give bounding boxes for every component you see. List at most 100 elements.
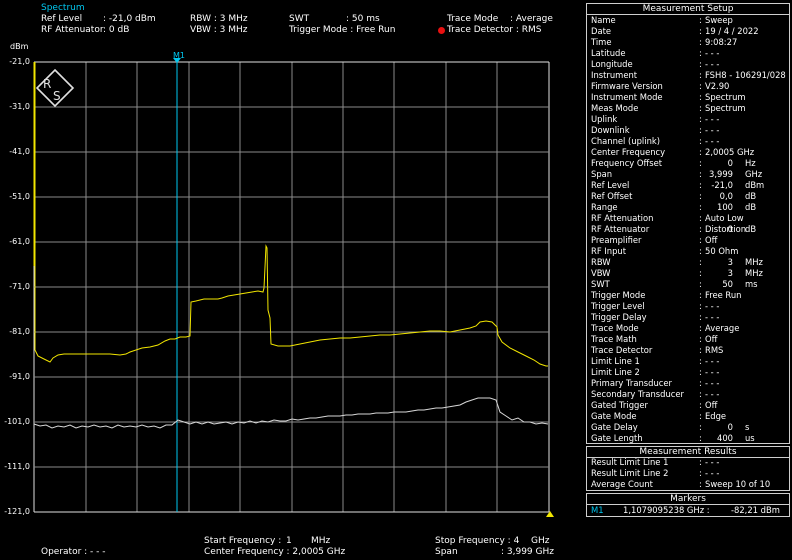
setup-row-colon: : xyxy=(699,26,702,36)
setup-row: Gate Delay: 0 s xyxy=(591,422,787,433)
setup-row-name: Preamplifier xyxy=(591,235,642,245)
setup-row-number: 3 xyxy=(727,268,733,278)
setup-row-value: Off xyxy=(705,235,718,245)
setup-row-colon: : xyxy=(699,389,702,399)
marker-frequency: 1,1079095238 GHz : xyxy=(623,505,710,515)
trace-average-yellow xyxy=(33,61,548,367)
y-tick-label: -111,0 xyxy=(4,462,30,471)
setup-row-colon: : xyxy=(699,323,702,333)
setup-row-number: 400 xyxy=(717,433,733,443)
setup-row-name: Secondary Transducer xyxy=(591,389,684,399)
setup-row-name: Ref Offset xyxy=(591,191,633,201)
marker-name: M1 xyxy=(591,505,604,515)
setup-row-name: RF Attenuation xyxy=(591,213,654,223)
setup-row: Ref Level: -21,0 dBm xyxy=(591,180,787,191)
setup-row: Channel (uplink): - - - xyxy=(591,136,787,147)
ref-level-label: Ref Level xyxy=(41,14,83,24)
setup-row-colon: : xyxy=(699,400,702,410)
setup-row: Ref Offset: 0,0 dB xyxy=(591,191,787,202)
stop-frequency-unit: GHz xyxy=(531,536,550,546)
setup-row-colon: : xyxy=(699,125,702,135)
setup-row-value: Spectrum xyxy=(705,92,746,102)
setup-row: Trace Mode: Average xyxy=(591,323,787,334)
vbw-readout: VBW : 3 MHz xyxy=(190,25,248,35)
setup-row-unit: dB xyxy=(745,224,757,234)
setup-row-number: 0 xyxy=(727,158,733,168)
setup-row-name: Gate Length xyxy=(591,433,643,443)
setup-row: Trace Math: Off xyxy=(591,334,787,345)
setup-row-value: FSH8 - 106291/028 xyxy=(705,70,786,80)
setup-row-name: Gated Trigger xyxy=(591,400,648,410)
rohde-schwarz-logo-icon: R S xyxy=(35,68,75,108)
setup-row-value: - - - xyxy=(705,48,720,58)
setup-row: Name: Sweep xyxy=(591,15,787,26)
setup-row-colon: : xyxy=(699,103,702,113)
setup-row-colon: : xyxy=(699,422,702,432)
setup-row-name: RF Input xyxy=(591,246,626,256)
setup-row-unit: MHz xyxy=(745,257,763,267)
setup-row-name: Trace Mode xyxy=(591,323,639,333)
setup-row: Time:9:08:27 xyxy=(591,37,787,48)
measurement-results-title: Measurement Results xyxy=(587,447,789,458)
marker-m1-label: M1 xyxy=(173,51,185,60)
setup-row-value: - - - xyxy=(705,59,720,69)
setup-row-unit: us xyxy=(745,433,755,443)
setup-row-colon: : xyxy=(699,114,702,124)
setup-row-number: 0,0 xyxy=(719,191,733,201)
setup-row-name: Frequency Offset xyxy=(591,158,663,168)
setup-row-value: - - - xyxy=(705,312,720,322)
setup-row: RF Input:50 Ohm xyxy=(591,246,787,257)
setup-row-colon: : xyxy=(699,257,702,267)
setup-row-value: - - - xyxy=(705,468,720,478)
setup-row-name: Gate Mode xyxy=(591,411,637,421)
setup-row-unit: s xyxy=(745,422,750,432)
setup-row-value: Spectrum xyxy=(705,103,746,113)
setup-row: RBW: 3 MHz xyxy=(591,257,787,268)
setup-row-name: Ref Level xyxy=(591,180,630,190)
setup-row-name: Channel (uplink) xyxy=(591,136,661,146)
setup-row: Result Limit Line 1:- - - xyxy=(591,457,787,468)
setup-row-name: Result Limit Line 1 xyxy=(591,457,669,467)
setup-row: Primary Transducer: - - - xyxy=(591,378,787,389)
setup-row-number: -21,0 xyxy=(711,180,733,190)
setup-row: Preamplifier: Off xyxy=(591,235,787,246)
marker-row-m1[interactable]: M1 1,1079095238 GHz : -82,21 dBm xyxy=(591,505,787,516)
y-tick-label: -61,0 xyxy=(9,237,30,246)
setup-row: Longitude: - - - xyxy=(591,59,787,70)
setup-row-colon: : xyxy=(699,301,702,311)
swt-value: : 50 ms xyxy=(346,14,380,24)
setup-row-number: 0 xyxy=(727,224,733,234)
setup-row-colon: : xyxy=(699,290,702,300)
spectrum-plot[interactable]: R S M1 xyxy=(0,0,584,530)
setup-row-colon: : xyxy=(699,268,702,278)
setup-row-colon: : xyxy=(699,356,702,366)
setup-row-value: - - - xyxy=(705,367,720,377)
ref-level-value: : -21,0 dBm xyxy=(103,14,156,24)
setup-row-name: RBW xyxy=(591,257,611,267)
setup-row-value: Sweep xyxy=(705,15,733,25)
y-tick-label: -51,0 xyxy=(9,192,30,201)
setup-row-name: Date xyxy=(591,26,612,36)
setup-row-number: 0 xyxy=(727,422,733,432)
y-tick-label: -101,0 xyxy=(4,417,30,426)
setup-row: Trigger Mode: Free Run xyxy=(591,290,787,301)
setup-row-name: Limit Line 2 xyxy=(591,367,640,377)
trace-mode-label: Trace Mode xyxy=(447,14,499,24)
setup-row-colon: : xyxy=(699,224,702,234)
marker-m1-triangle-icon[interactable] xyxy=(173,58,181,63)
setup-row-colon: : xyxy=(699,411,702,421)
setup-row: Limit Line 2:- - - xyxy=(591,367,787,378)
measurement-results-panel: Measurement Results Result Limit Line 1:… xyxy=(586,446,790,491)
setup-row-colon: : xyxy=(699,180,702,190)
setup-row-colon: : xyxy=(699,202,702,212)
sweep-end-triangle-icon xyxy=(546,511,554,517)
setup-row-number: 3 xyxy=(727,257,733,267)
measurement-setup-panel: Measurement Setup Name: Sweep Date:19 / 4 … xyxy=(586,3,790,444)
trace-mode-value: : Average xyxy=(510,14,553,24)
setup-row-name: Firmware Version xyxy=(591,81,663,91)
setup-row-number: 3,999 xyxy=(709,169,733,179)
y-tick-label: -21,0 xyxy=(9,57,30,66)
setup-row: Instrument: FSH8 - 106291/028 xyxy=(591,70,787,81)
setup-row-name: Latitude xyxy=(591,48,626,58)
trace-detector-dot-icon xyxy=(438,27,445,34)
